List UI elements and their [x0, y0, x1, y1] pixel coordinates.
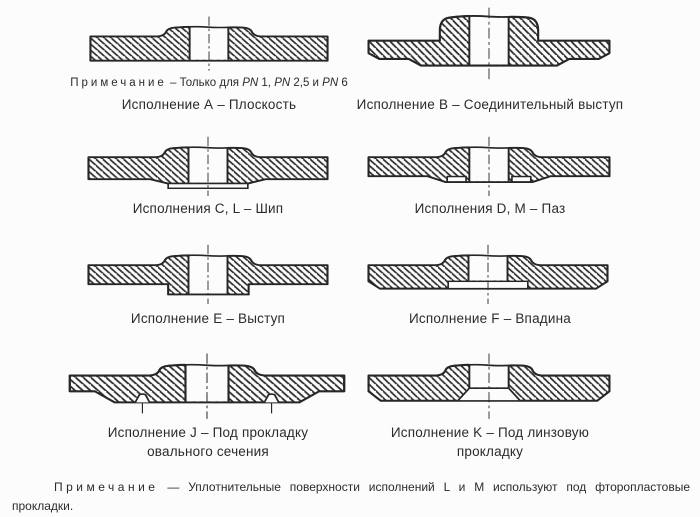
note-label: Примечание: [70, 77, 167, 89]
flange-section-a: [84, 8, 334, 82]
flange-section-j: [68, 344, 346, 426]
figure-caption-k-line1: Исполнение K – Под линзовую: [390, 425, 590, 440]
figure-caption-k: Исполнение K – Под линзовую прокладку: [340, 423, 640, 461]
flange-section-d: [362, 128, 616, 204]
flange-section-e: [82, 236, 334, 312]
footnote-text: Уплотнительные поверхности исполнений L …: [12, 480, 690, 513]
oval-groove-right: [263, 393, 280, 403]
figure-caption-j: Исполнение J – Под прокладку овального с…: [58, 423, 358, 461]
figure-caption-b: Исполнение В – Соединительный выступ: [356, 97, 624, 112]
figure-caption-j-line1: Исполнение J – Под прокладку: [107, 425, 309, 440]
groove-left: [446, 175, 467, 183]
footnote-dash: —: [167, 480, 180, 494]
figure-caption-d: Исполнения D, M – Паз: [414, 201, 566, 216]
flange-section-b: [362, 6, 616, 92]
figure-caption-k-line2: прокладку: [456, 444, 524, 459]
oval-groove-left: [134, 393, 151, 403]
figure-note-a: Примечание – Только для PN 1, PN 2,5 и P…: [70, 77, 348, 89]
figure-caption-a: Исполнение А – Плоскость: [121, 97, 297, 112]
flange-section-c: [82, 128, 334, 204]
flange-section-k: [362, 344, 616, 426]
footnote-label: Примечание: [54, 480, 159, 494]
page-footnote: Примечание — Уплотнительные поверхности …: [12, 478, 690, 515]
figure-caption-e: Исполнение E – Выступ: [130, 311, 286, 326]
figure-caption-c: Исполнения C, L – Шип: [132, 201, 284, 216]
note-dash: –: [170, 77, 177, 89]
groove-right: [511, 175, 532, 183]
figure-caption-j-line2: овального сечения: [147, 444, 269, 459]
flange-section-f: [362, 236, 614, 312]
figure-caption-f: Исполнение F – Впадина: [409, 311, 571, 326]
